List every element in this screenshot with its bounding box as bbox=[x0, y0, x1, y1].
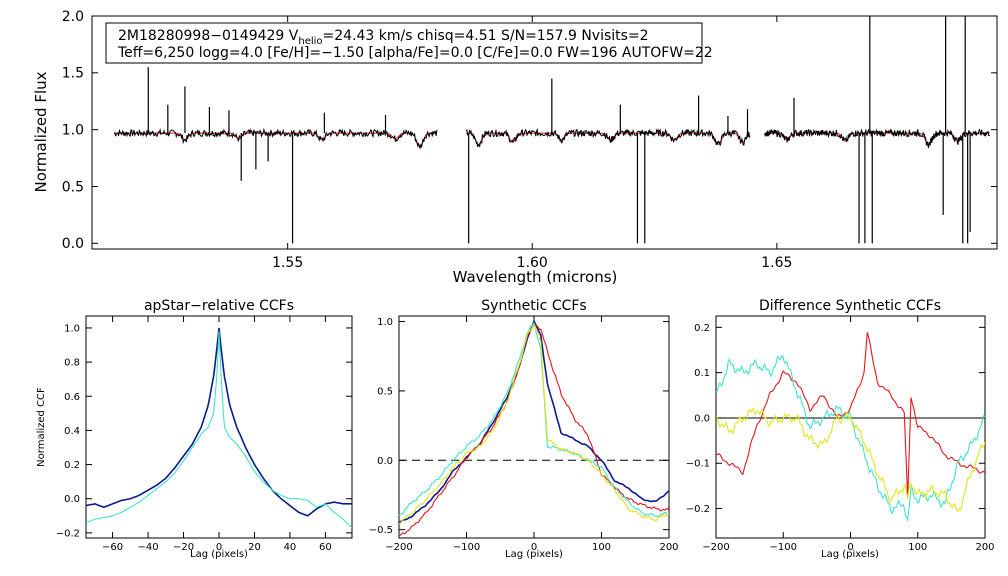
spectrum-frame bbox=[91, 15, 998, 250]
apstar-xtick-label: 60 bbox=[319, 542, 332, 553]
difference-series-chip-a bbox=[716, 332, 985, 498]
apstar-ticks: −60 −40 −20 0 20 40 60 −0.2 0.0 0.2 0.4 0.6 0.8 1.0 bbox=[56, 316, 352, 553]
synthetic-ytick-label: 1.0 bbox=[377, 317, 393, 328]
spectrum-ytick-label: 1.5 bbox=[62, 66, 84, 82]
synthetic-xtick-label: 0 bbox=[531, 542, 537, 553]
spectrum-lines bbox=[113, 16, 990, 244]
observed-spectrum-chip-3 bbox=[764, 128, 990, 149]
difference-series-chip-c bbox=[716, 407, 985, 512]
difference-series-chip-b bbox=[716, 354, 985, 523]
info-box bbox=[105, 22, 703, 64]
spectrum-xtick-label: 1.55 bbox=[272, 255, 303, 271]
difference-xtick-label: 100 bbox=[908, 542, 927, 553]
apstar-ytick-label: 1.0 bbox=[64, 323, 80, 334]
apstar-frame bbox=[85, 315, 353, 539]
spectrum-ylabel: Normalized Flux bbox=[32, 71, 50, 192]
apstar-series-visit bbox=[86, 331, 352, 529]
difference-series bbox=[716, 332, 985, 523]
synthetic-xtick-label: 200 bbox=[659, 542, 678, 553]
synthetic-ccf-panel: −200 −100 0 100 200 −0.5 0.0 0.5 1.0 Synthetic C… bbox=[369, 298, 679, 560]
spectrum-xlabel: Wavelength (microns) bbox=[453, 268, 618, 286]
difference-title: Difference Synthetic CCFs bbox=[759, 298, 941, 314]
apstar-xtick-label: −20 bbox=[173, 542, 194, 553]
apstar-xtick-label: 0 bbox=[216, 542, 222, 553]
spectrum-xtick-label: 1.65 bbox=[761, 255, 792, 271]
difference-ytick-label: 0.0 bbox=[694, 413, 710, 424]
info-line-1: 2M18280998−0149429 Vhelio=24.43 km/s chi… bbox=[118, 28, 649, 47]
synthetic-xtick-label: −200 bbox=[385, 542, 412, 553]
spectrum-xtick-label: 1.60 bbox=[517, 255, 548, 271]
synthetic-title: Synthetic CCFs bbox=[481, 298, 586, 314]
spectrum-ytick-label: 1.0 bbox=[62, 123, 84, 139]
apstar-lines bbox=[86, 327, 352, 529]
spectrum-ticks: 1.55 1.60 1.65 0.0 0.5 1.0 1.5 2.0 bbox=[62, 9, 997, 271]
difference-ytick-label: −0.1 bbox=[686, 459, 710, 470]
difference-ytick-label: 0.1 bbox=[694, 368, 710, 379]
apstar-xtick-label: −60 bbox=[102, 542, 123, 553]
observed-spectrum-chip-2 bbox=[465, 127, 751, 148]
info-velocity: =24.43 km/s chisq=4.51 S/N=157.9 Nvisits… bbox=[323, 28, 649, 44]
difference-xtick-label: −100 bbox=[770, 542, 797, 553]
synthetic-ytick-label: 0.0 bbox=[377, 456, 393, 467]
apstar-xtick-label: 40 bbox=[284, 542, 297, 553]
synthetic-frame bbox=[398, 315, 670, 539]
spectrum-ytick-label: 2.0 bbox=[62, 9, 84, 25]
apstar-title: apStar−relative CCFs bbox=[144, 298, 294, 314]
synthetic-xtick-label: −100 bbox=[453, 542, 480, 553]
observed-spectrum-chip-1 bbox=[113, 127, 438, 149]
difference-xtick-label: −200 bbox=[702, 542, 729, 553]
apstar-xtick-label: −40 bbox=[138, 542, 159, 553]
spectrum-series bbox=[113, 16, 990, 244]
synthetic-xtick-label: 100 bbox=[592, 542, 611, 553]
synthetic-series-chip-c bbox=[399, 324, 669, 525]
info-helio-sub: helio bbox=[298, 36, 322, 47]
apstar-series bbox=[86, 327, 352, 529]
apstar-ytick-label: 0.6 bbox=[64, 392, 80, 403]
difference-ccf-panel: −200 −100 0 100 200 −0.2 −0.1 0.0 0.1 0.2 Differe… bbox=[686, 298, 995, 560]
difference-ticks: −200 −100 0 100 200 −0.2 −0.1 0.0 0.1 0.2 bbox=[686, 316, 995, 553]
apstar-series-total bbox=[86, 327, 352, 517]
synthetic-lines bbox=[399, 319, 669, 537]
difference-xtick-label: 200 bbox=[975, 542, 994, 553]
difference-xlabel: Lag (pixels) bbox=[821, 549, 879, 560]
difference-lines bbox=[716, 332, 985, 523]
synthetic-ytick-label: 0.5 bbox=[377, 386, 393, 397]
synthetic-xlabel: Lag (pixels) bbox=[505, 549, 563, 560]
synthetic-series-chip-a bbox=[399, 322, 669, 537]
spectrum-ytick-label: 0.5 bbox=[62, 179, 84, 195]
apstar-ytick-label: 0.2 bbox=[64, 460, 80, 471]
apstar-ccf-panel: −60 −40 −20 0 20 40 60 −0.2 0.0 0.2 0.4 0.6 0.8 1.0 a… bbox=[36, 298, 353, 560]
info-star: 2M18280998−0149429 V bbox=[118, 28, 299, 44]
difference-xtick-label: 0 bbox=[847, 542, 853, 553]
apstar-ytick-label: −0.2 bbox=[56, 528, 80, 539]
difference-ytick-label: −0.2 bbox=[686, 504, 710, 515]
difference-ytick-label: 0.2 bbox=[694, 323, 710, 334]
info-line-2: Teff=6,250 logg=4.0 [Fe/H]=−1.50 [alpha/… bbox=[117, 45, 713, 61]
apstar-ytick-label: 0.8 bbox=[64, 358, 80, 369]
synthetic-ytick-label: −0.5 bbox=[369, 525, 393, 536]
synthetic-series bbox=[399, 319, 669, 537]
spectrum-panel: 1.55 1.60 1.65 0.0 0.5 1.0 1.5 2.0 Normalized F… bbox=[32, 9, 998, 286]
apstar-ytick-label: 0.4 bbox=[64, 426, 80, 437]
apstar-ytick-label: 0.0 bbox=[64, 494, 80, 505]
apstar-xlabel: Lag (pixels) bbox=[190, 549, 248, 560]
apstar-ylabel: Normalized CCF bbox=[36, 387, 47, 467]
apstar-xtick-label: 20 bbox=[248, 542, 261, 553]
synthetic-series-chip-b bbox=[399, 321, 669, 518]
synthetic-series-total bbox=[399, 319, 669, 524]
spectrum-ytick-label: 0.0 bbox=[62, 236, 84, 252]
